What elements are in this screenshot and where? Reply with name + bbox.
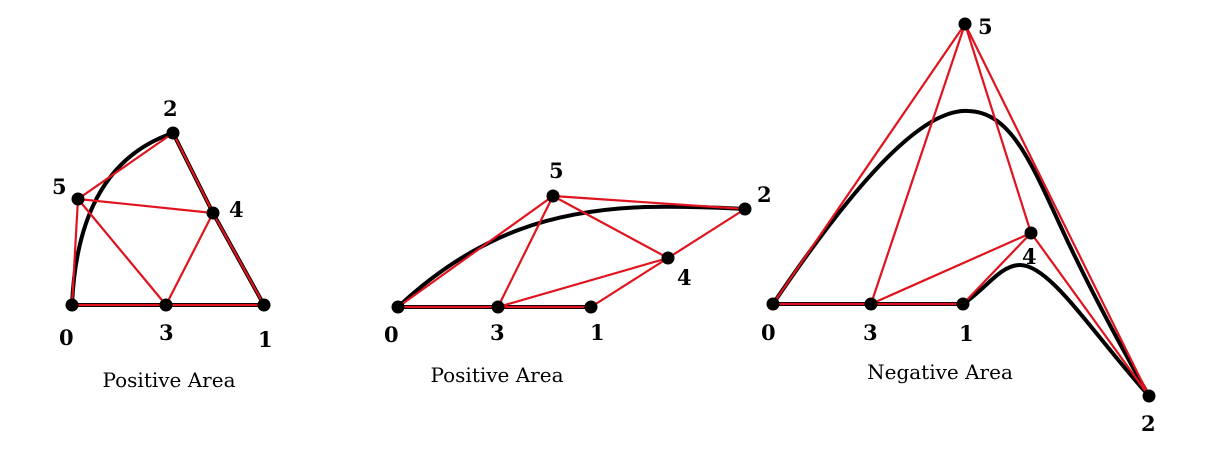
panel-3-caption: Negative Area	[867, 360, 1013, 384]
node-label-4: 4	[1022, 244, 1037, 269]
node-label-5: 5	[978, 14, 993, 39]
node-5	[958, 17, 972, 31]
panel-1-nodes	[65, 126, 271, 312]
node-label-0: 0	[59, 325, 74, 350]
panel-2-curve	[396, 204, 747, 309]
node-label-3: 3	[490, 320, 505, 345]
node-1	[956, 297, 970, 311]
node-3	[159, 298, 173, 312]
panel-3-edges	[772, 23, 1150, 397]
node-label-1: 1	[590, 320, 605, 345]
node-label-1: 1	[258, 327, 273, 352]
node-2	[738, 202, 752, 216]
node-1	[257, 298, 271, 312]
node-4	[1024, 226, 1038, 240]
node-label-5: 5	[549, 158, 564, 183]
node-label-1: 1	[959, 321, 974, 346]
panel-1-caption: Positive Area	[102, 368, 235, 392]
node-0	[391, 300, 405, 314]
node-3	[491, 300, 505, 314]
node-0	[65, 298, 79, 312]
node-label-5: 5	[52, 174, 67, 199]
node-label-2: 2	[1141, 411, 1156, 436]
panel-3-curve-upper	[771, 108, 1151, 398]
node-2	[166, 126, 180, 140]
panel-3-nodes	[766, 17, 1156, 403]
panel-2-edges	[397, 194, 746, 309]
node-1	[584, 300, 598, 314]
node-0	[766, 297, 780, 311]
node-label-0: 0	[384, 322, 399, 347]
node-5	[546, 189, 560, 203]
node-4	[661, 251, 675, 265]
node-label-4: 4	[677, 265, 692, 290]
node-5	[71, 192, 85, 206]
panel-2-nodes	[391, 189, 752, 314]
node-4	[206, 206, 220, 220]
node-label-3: 3	[159, 320, 174, 345]
node-label-2: 2	[757, 182, 772, 207]
node-label-0: 0	[761, 320, 776, 345]
panel-1: 0 1 2 3 4 5 Positive Area	[52, 96, 273, 392]
panel-2-caption: Positive Area	[430, 363, 563, 387]
node-label-4: 4	[229, 197, 244, 222]
node-label-3: 3	[863, 320, 878, 345]
node-label-2: 2	[163, 96, 178, 121]
panel-3: 0 1 2 3 4 5 Negative Area	[761, 14, 1156, 436]
node-3	[864, 297, 878, 311]
panel-3-curve-lower	[771, 262, 1151, 398]
panel-2: 0 1 2 3 4 5 Positive Area	[384, 158, 772, 387]
node-2	[1142, 389, 1156, 403]
